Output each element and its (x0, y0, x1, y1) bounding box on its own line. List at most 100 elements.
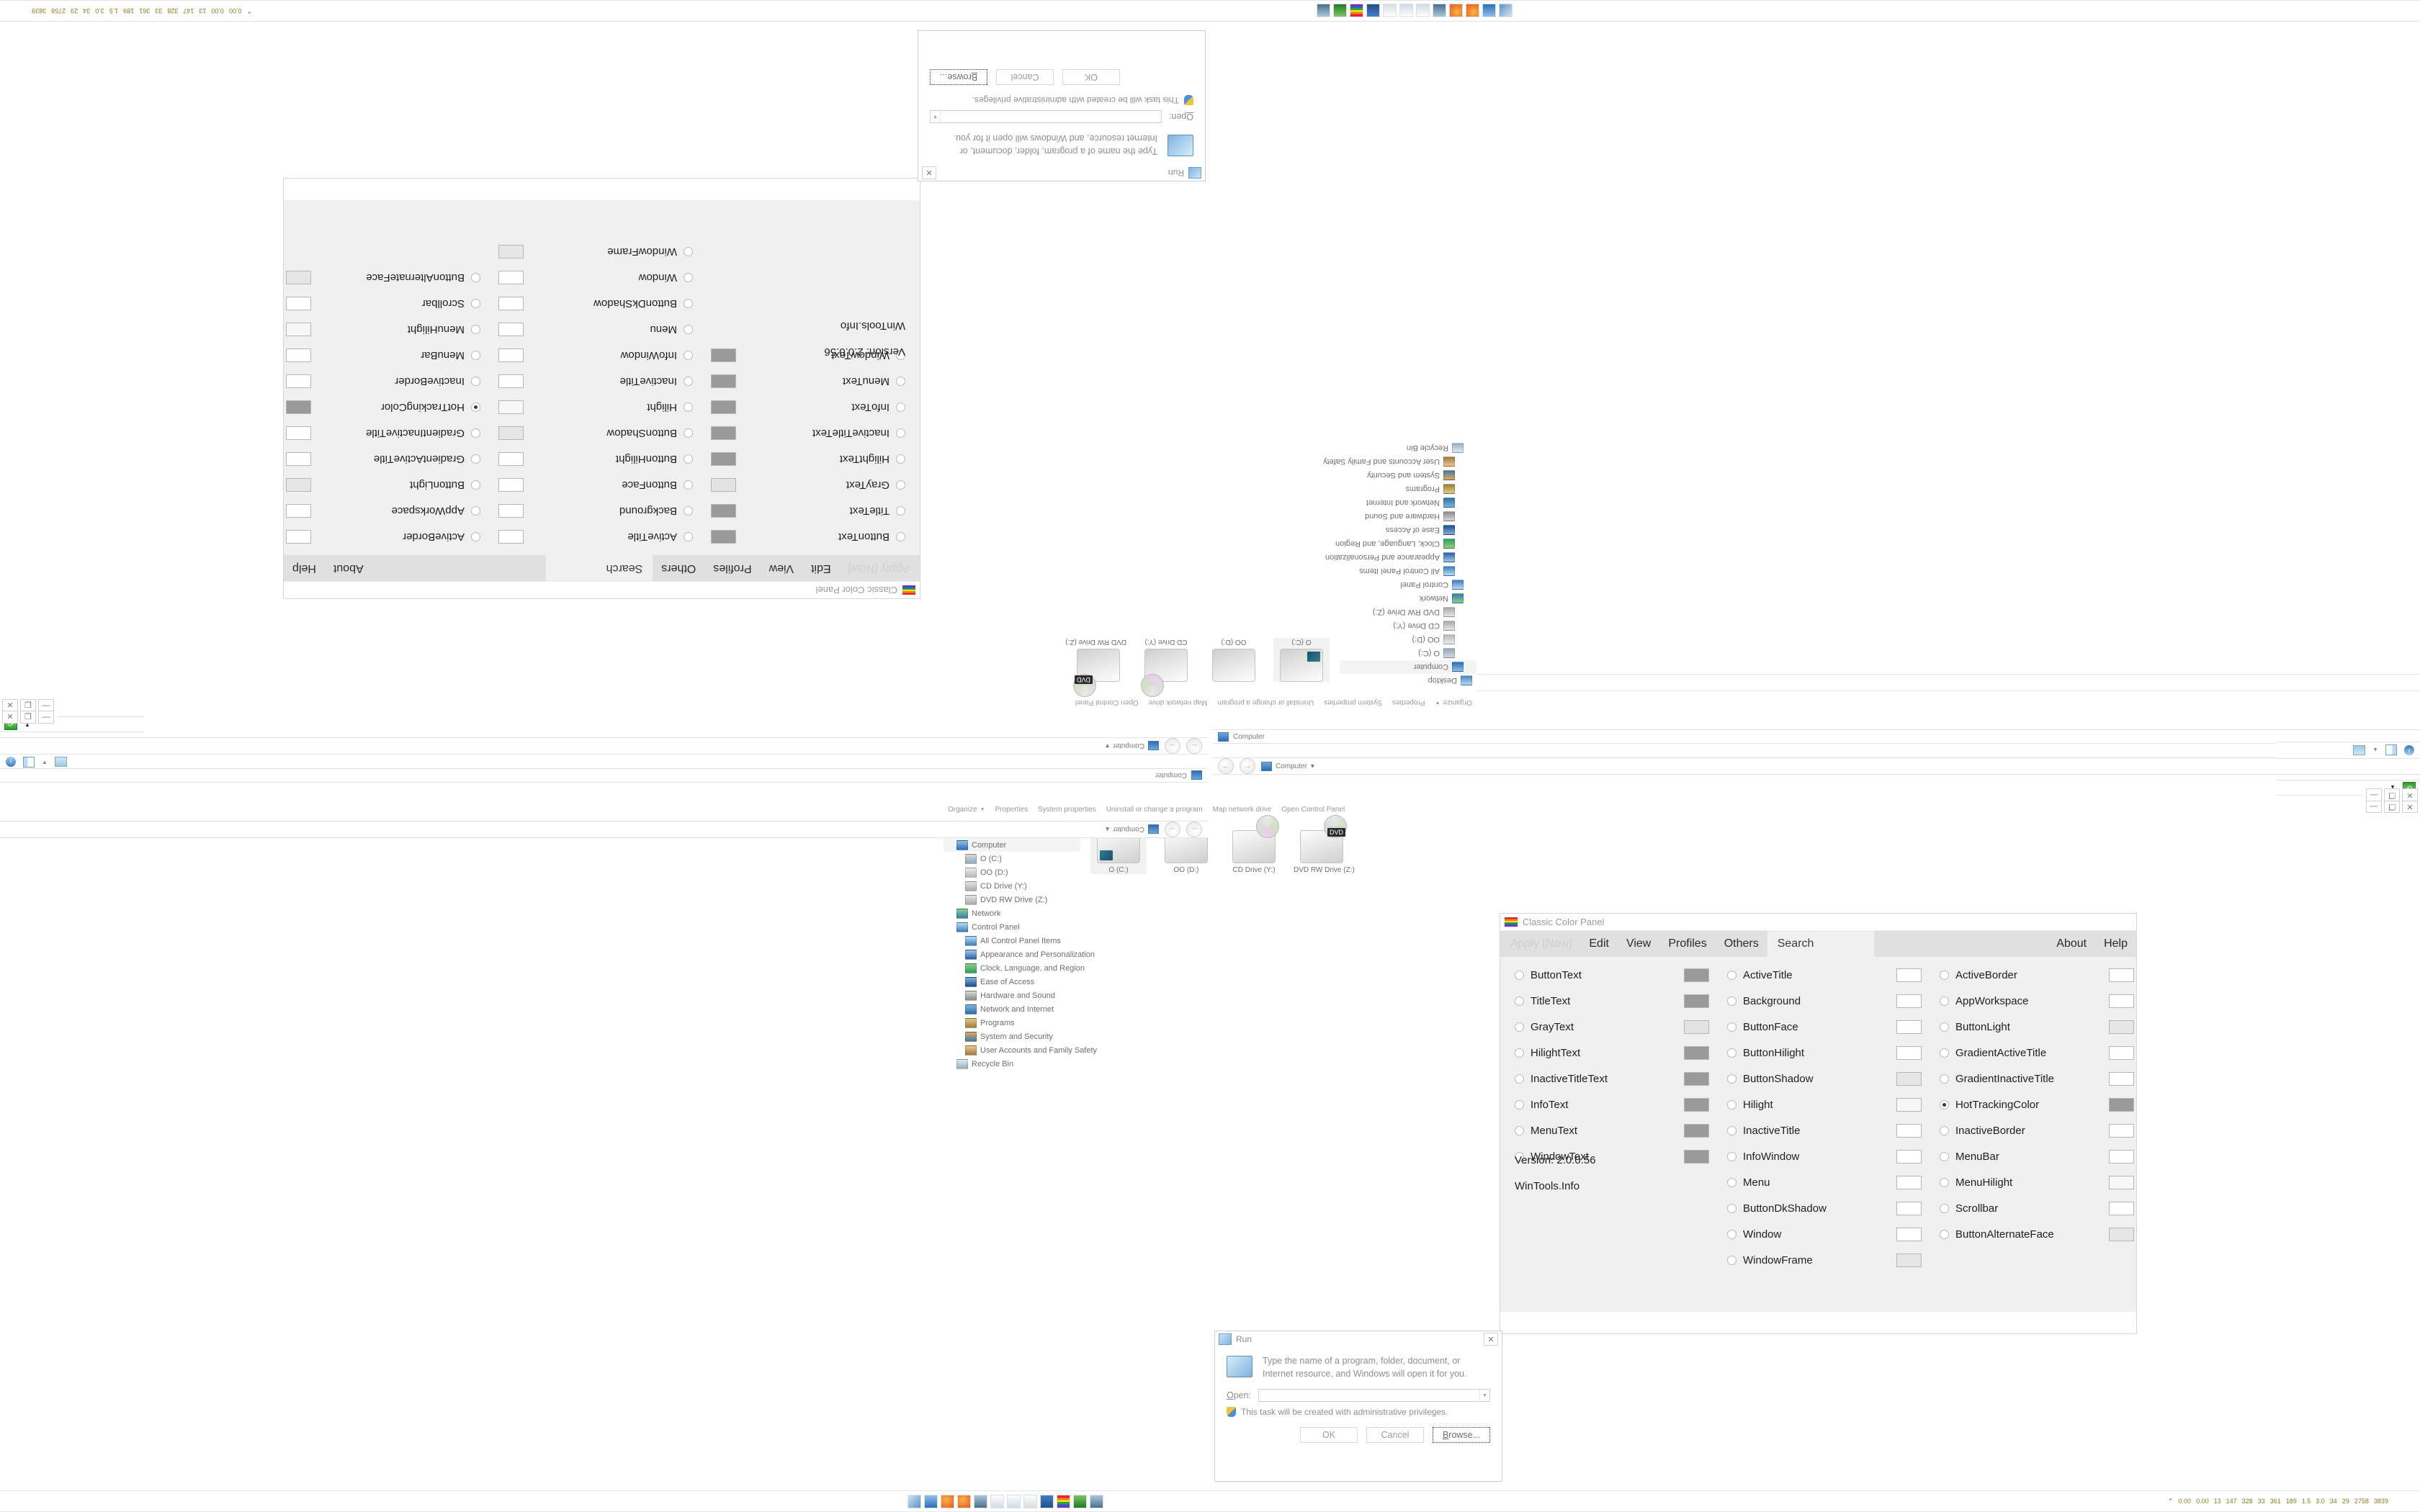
color-row[interactable]: GradientInactiveTitle (1940, 1071, 2134, 1087)
command-map-network-drive[interactable]: Map network drive (1148, 698, 1208, 707)
color-swatch[interactable] (2109, 1020, 2134, 1034)
color-swatch[interactable] (711, 452, 736, 466)
color-radio-hottrackingcolor[interactable] (1940, 1100, 1949, 1110)
color-swatch[interactable] (286, 348, 311, 362)
chevron-down-icon[interactable]: ▼ (931, 110, 941, 122)
color-row[interactable]: TitleText (711, 503, 905, 519)
color-row[interactable]: ButtonDkShadow (1727, 1200, 1922, 1217)
color-radio-scrollbar[interactable] (471, 299, 480, 308)
color-row[interactable]: HotTrackingColor (286, 399, 480, 415)
color-radio-buttonlight[interactable] (471, 480, 480, 490)
color-radio-inactivetitle[interactable] (684, 377, 693, 386)
taskbar-remote-desktop-icon[interactable] (974, 1494, 987, 1508)
color-swatch[interactable] (286, 374, 311, 388)
tree-node[interactable]: User Accounts and Family Safety (944, 1043, 1097, 1057)
tree-node[interactable]: O (C:) (944, 852, 1080, 865)
color-row[interactable]: ButtonFace (1727, 1019, 1922, 1035)
color-row[interactable]: TitleText (1515, 993, 1709, 1009)
chevron-down-icon[interactable]: ▾ (1310, 762, 1314, 770)
menu-profiles[interactable]: Profiles (1668, 937, 1707, 950)
menu-others[interactable]: Others (1724, 937, 1759, 950)
taskbar-rainbow-icon[interactable] (1350, 4, 1363, 18)
command-open-control-panel[interactable]: Open Control Panel (1075, 698, 1139, 707)
taskbar-notepad-icon[interactable] (1416, 4, 1430, 18)
color-radio-buttontext[interactable] (1515, 971, 1524, 980)
color-swatch[interactable] (1684, 968, 1709, 982)
cancel-button[interactable]: Cancel (996, 68, 1054, 85)
color-row[interactable]: ActiveBorder (286, 528, 480, 545)
color-radio-titletext[interactable] (1515, 996, 1524, 1006)
color-swatch[interactable] (1896, 1020, 1922, 1034)
explorer-navigation-tree[interactable]: Desktop Computer O (C:) OO (D:) CD Drive (Y:… (1323, 441, 1476, 695)
color-swatch[interactable] (1896, 968, 1922, 982)
close-icon[interactable]: ✕ (2, 711, 18, 724)
color-row[interactable]: ButtonHilight (498, 451, 693, 467)
color-row[interactable]: MenuBar (286, 347, 480, 364)
taskbar[interactable] (0, 0, 2420, 22)
color-radio-hilight[interactable] (1727, 1100, 1736, 1110)
color-row[interactable]: Background (498, 503, 693, 519)
color-row[interactable]: ButtonText (1515, 967, 1709, 984)
color-swatch[interactable] (498, 400, 524, 414)
tree-node[interactable]: Computer (1340, 660, 1476, 674)
color-radio-hilighttext[interactable] (896, 454, 905, 464)
taskbar-notepad-icon[interactable] (1399, 4, 1413, 18)
image-icon[interactable] (2353, 745, 2366, 755)
color-radio-scrollbar[interactable] (1940, 1204, 1949, 1213)
color-radio-hilight[interactable] (684, 402, 693, 412)
color-radio-menuhilight[interactable] (1940, 1178, 1949, 1187)
apply-now-button[interactable]: Apply [Now] (848, 562, 910, 575)
menu-about[interactable]: About (2056, 937, 2087, 950)
color-swatch[interactable] (711, 530, 736, 544)
color-row[interactable]: Scrollbar (286, 295, 480, 312)
close-icon[interactable]: ✕ (2, 699, 18, 712)
color-row[interactable]: ButtonText (711, 528, 905, 545)
search-input[interactable]: Search (546, 555, 653, 581)
ccp-titlebar[interactable]: Classic Color Panel (1500, 914, 2136, 931)
color-swatch[interactable] (1684, 1072, 1709, 1086)
forward-button[interactable]: → (1165, 738, 1180, 754)
color-swatch[interactable] (2109, 1202, 2134, 1215)
cancel-button[interactable]: Cancel (1366, 1427, 1424, 1444)
ok-button[interactable]: OK (1300, 1427, 1358, 1444)
color-radio-menutext[interactable] (896, 377, 905, 386)
color-swatch[interactable] (498, 245, 524, 258)
tree-node[interactable]: All Control Panel Items (944, 934, 1080, 948)
color-radio-gradientinactivetitle[interactable] (1940, 1074, 1949, 1084)
taskbar-remote-desktop-icon[interactable] (1090, 1494, 1103, 1508)
back-button[interactable]: ← (1218, 758, 1234, 774)
menu-others[interactable]: Others (661, 562, 696, 575)
color-swatch[interactable] (498, 348, 524, 362)
menu-help[interactable]: Help (2104, 937, 2128, 950)
color-radio-infowindow[interactable] (1727, 1152, 1736, 1161)
tree-node[interactable]: O (C:) (1340, 647, 1476, 660)
color-radio-buttondkshadow[interactable] (1727, 1204, 1736, 1213)
tree-node[interactable]: Ease of Access (1340, 523, 1476, 537)
forward-button[interactable]: → (1240, 675, 1255, 690)
tray-chevron-icon[interactable]: ⌃ (246, 7, 252, 15)
taskbar-computer-icon[interactable] (1482, 4, 1496, 18)
color-swatch[interactable] (711, 400, 736, 414)
color-row[interactable]: ButtonDkShadow (498, 295, 693, 312)
color-row[interactable]: ButtonShadow (1727, 1071, 1922, 1087)
color-radio-activetitle[interactable] (684, 532, 693, 541)
taskbar-computer-icon[interactable] (924, 1494, 938, 1508)
color-row[interactable]: Background (1727, 993, 1922, 1009)
color-row[interactable]: WindowFrame (498, 243, 693, 260)
color-swatch[interactable] (711, 374, 736, 388)
layout-icon[interactable] (23, 756, 35, 768)
color-radio-inactivetitletext[interactable] (896, 428, 905, 438)
color-row[interactable]: AppWorkspace (286, 503, 480, 519)
color-row[interactable]: GradientInactiveTitle (286, 425, 480, 441)
color-row[interactable]: ButtonHilight (1727, 1045, 1922, 1061)
color-swatch[interactable] (2109, 1228, 2134, 1241)
drive-item[interactable]: CD Drive (Y:) (1138, 638, 1194, 697)
color-swatch[interactable] (286, 297, 311, 310)
color-radio-window[interactable] (684, 273, 693, 282)
tree-node[interactable]: CD Drive (Y:) (1340, 619, 1476, 633)
color-swatch[interactable] (498, 297, 524, 310)
run-titlebar[interactable]: Run ✕ (918, 165, 1205, 181)
run-open-combobox[interactable]: ▼ (1258, 1389, 1490, 1403)
color-row[interactable]: ActiveBorder (1940, 967, 2134, 984)
